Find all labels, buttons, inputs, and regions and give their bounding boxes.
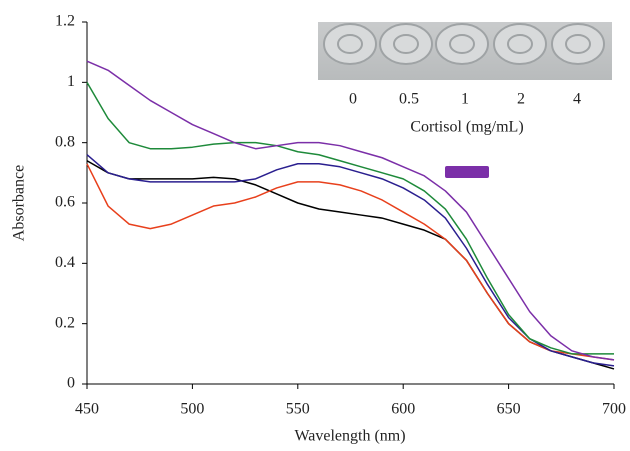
inset-label: 1: [461, 91, 469, 108]
y-tick-label: 1.2: [55, 13, 75, 30]
series-line: [86, 154, 615, 367]
series-line: [86, 163, 615, 361]
y-tick-label: 1: [67, 73, 75, 90]
series-line: [86, 81, 614, 355]
marker-bar: [445, 166, 489, 178]
inset-label: 0: [349, 91, 357, 108]
inset-title: Cortisol (mg/mL): [410, 119, 523, 136]
series-line: [86, 160, 615, 370]
inset-photo: [318, 22, 612, 80]
x-tick-label: 650: [497, 401, 521, 418]
y-tick-label: 0.2: [55, 314, 75, 331]
y-tick-label: 0.8: [55, 133, 75, 150]
x-tick-label: 600: [391, 401, 415, 418]
inset-label: 4: [573, 91, 581, 108]
x-tick-label: 550: [286, 401, 310, 418]
series-line: [86, 60, 615, 361]
x-axis-title: Wavelength (nm): [294, 428, 405, 445]
y-tick-label: 0.4: [55, 254, 75, 271]
y-axis-title: Absorbance: [11, 165, 28, 241]
x-tick-label: 700: [602, 401, 626, 418]
y-tick-label: 0.6: [55, 194, 75, 211]
x-tick-label: 500: [180, 401, 204, 418]
x-tick-label: 450: [75, 401, 99, 418]
inset-label: 0.5: [399, 91, 419, 108]
y-tick-label: 0: [67, 375, 75, 392]
inset-label: 2: [517, 91, 525, 108]
